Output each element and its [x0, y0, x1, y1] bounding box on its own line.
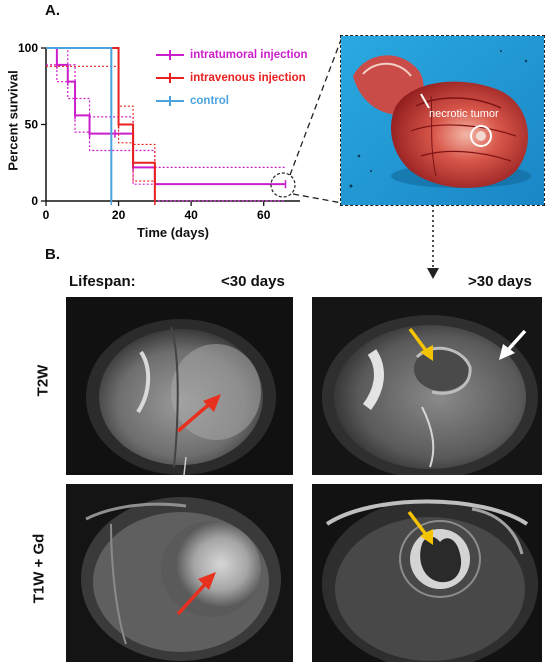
legend-item-intratumoral: intratumoral injection [156, 47, 308, 63]
zoom-line-bottom [292, 193, 343, 204]
red-arrow-t1w-head [198, 572, 216, 590]
x-tick-label-60: 60 [257, 208, 271, 222]
legend-swatch-control [156, 95, 184, 107]
series-intratumoral-injection-upper-ci [46, 47, 286, 168]
x-axis-title: Time (days) [137, 225, 210, 240]
chart-series-group [46, 47, 287, 205]
series-intravenous-injection-line [46, 47, 156, 201]
mri-t1w-short [66, 484, 293, 662]
legend-label-control: control [190, 95, 229, 107]
yellow-arrow-t1w-shaft [407, 510, 429, 538]
mri-t2w-long [312, 297, 542, 475]
legend-item-intravenous: intravenous injection [156, 70, 306, 86]
survival-chart-svg: 0 20 40 60 0 50 100 [18, 41, 300, 222]
legend-item-control: control [156, 93, 229, 109]
zoom-connector [270, 36, 439, 279]
y-tick-label-0: 0 [31, 194, 38, 208]
necrotic-tumor-circle [470, 125, 492, 147]
yellow-arrow-t2w-shaft [408, 327, 429, 354]
row-label-t1w-gd: T1W + Gd [30, 533, 48, 604]
brain-photo-svg [341, 36, 544, 205]
legend-label-intratumoral: intratumoral injection [190, 49, 308, 61]
column-label-short: <30 days [221, 273, 285, 290]
y-tick-label-100: 100 [18, 41, 38, 55]
legend-swatch-intratumoral [156, 49, 184, 61]
panel-a-label: A. [45, 2, 60, 19]
white-marker-line [420, 93, 430, 109]
necrotic-tumor-label: necrotic tumor [429, 108, 499, 120]
survival-chart: 0 20 40 60 0 50 100 Time (days) Percent surviv… [0, 18, 330, 248]
x-tick-label-40: 40 [184, 208, 198, 222]
x-tick-label-20: 20 [112, 208, 126, 222]
mri-t2w-short [66, 297, 293, 475]
zoom-line-top [289, 36, 343, 176]
series-intratumoral-injection-lower-ci [46, 64, 286, 202]
white-arrow-head [499, 344, 515, 360]
series-intratumoral-injection-line [46, 47, 286, 186]
series-control-line [46, 47, 113, 201]
chart-axes: 0 20 40 60 0 50 100 [18, 41, 300, 222]
lifespan-label: Lifespan: [69, 273, 136, 290]
y-tick-label-50: 50 [25, 118, 39, 132]
row-label-t2w: T2W [34, 364, 52, 397]
yellow-arrow-t2w-head [420, 345, 433, 361]
legend-swatch-intravenous [156, 72, 184, 84]
red-arrow-t2w-shaft [176, 399, 215, 433]
legend-label-intravenous: intravenous injection [190, 72, 306, 84]
x-tick-label-0: 0 [43, 208, 50, 222]
red-arrow-t2w-head [203, 394, 221, 412]
column-label-long: >30 days [468, 273, 532, 290]
zoom-circle [270, 172, 296, 198]
red-arrow-t1w-shaft [176, 578, 211, 616]
mri-t1w-long [312, 484, 542, 662]
white-arrow-shaft [505, 329, 527, 353]
yellow-arrow-t1w-head [420, 529, 433, 545]
necrotic-tumor-photo: necrotic tumor [340, 35, 545, 206]
panel-b-label: B. [45, 246, 60, 263]
dotted-arrow-head [427, 268, 439, 279]
